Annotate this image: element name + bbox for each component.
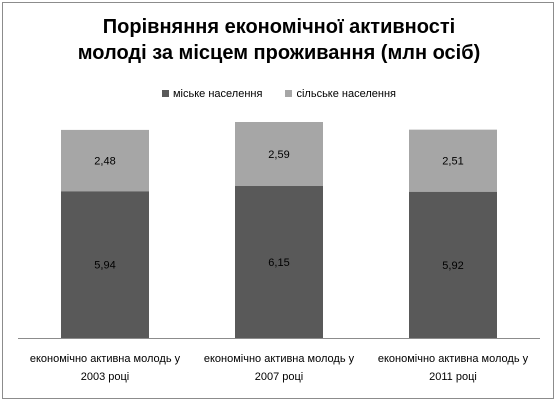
- data-label-urban-1: 5,94: [94, 260, 115, 272]
- bar-urban-3: [409, 191, 497, 338]
- legend-label-urban: міське населення: [172, 88, 263, 100]
- category-label-2-line-2: 2007 році: [255, 371, 304, 383]
- chart-title: Порівняння економічної активності молоді…: [0, 14, 558, 66]
- data-label-rural-2: 2,59: [268, 149, 289, 161]
- legend: міське населення сільське населення: [0, 88, 558, 100]
- bar-rural-2: [235, 122, 323, 187]
- bar-urban-1: [61, 191, 149, 338]
- data-label-rural-1: 2,48: [94, 156, 115, 168]
- data-label-urban-2: 6,15: [268, 257, 289, 269]
- bar-urban-2: [235, 186, 323, 338]
- legend-label-rural: сільське населення: [296, 88, 397, 100]
- chart-title-line-1: Порівняння економічної активності: [102, 16, 456, 38]
- category-label-2-line-1: економічно активна молодь у: [204, 353, 355, 365]
- bar-rural-1: [61, 129, 149, 192]
- data-label-rural-3: 2,51: [442, 156, 463, 168]
- category-label-3-line-2: 2011 році: [429, 371, 477, 383]
- data-label-urban-3: 5,92: [442, 260, 463, 272]
- category-label-1-line-1: економічно активна молодь у: [30, 353, 181, 365]
- category-label-3-line-1: економічно активна молодь у: [378, 353, 529, 365]
- legend-item-rural: сільське населення: [285, 88, 396, 100]
- legend-swatch-rural: [285, 90, 293, 97]
- category-label-1-line-2: 2003 році: [81, 371, 130, 383]
- legend-swatch-urban: [161, 90, 169, 97]
- legend-item-urban: міське населення: [161, 88, 263, 100]
- chart-title-line-2: молоді за місцем проживання (млн осіб): [77, 42, 481, 64]
- bar-rural-3: [409, 129, 497, 192]
